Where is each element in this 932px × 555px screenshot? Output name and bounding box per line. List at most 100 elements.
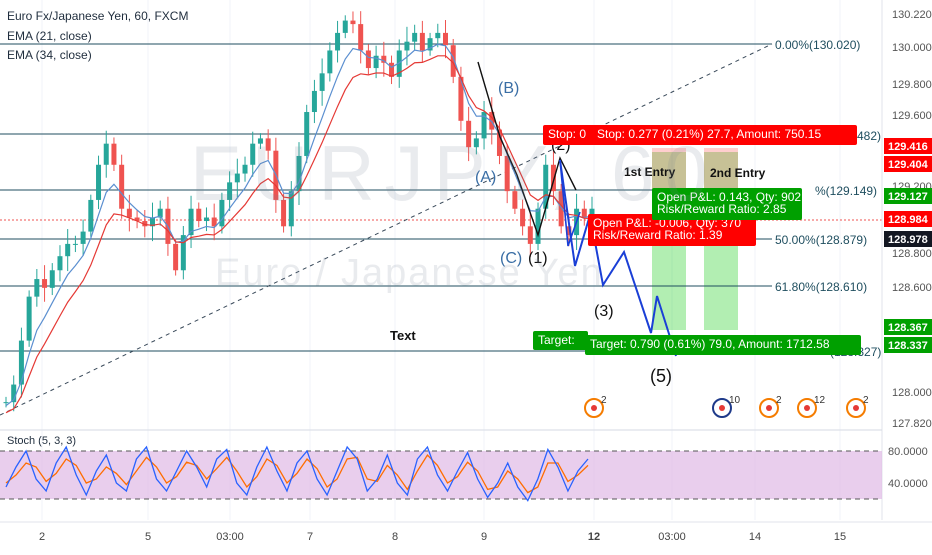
- candle-body-25[interactable]: [196, 208, 202, 222]
- candle-body-56[interactable]: [435, 32, 441, 39]
- candle-body-15[interactable]: [119, 164, 125, 209]
- candle-body-64[interactable]: [496, 129, 502, 156]
- stoch-tick-0: 80.0000: [888, 446, 928, 458]
- candle-body-7[interactable]: [57, 256, 63, 271]
- candle-body-4[interactable]: [34, 279, 40, 297]
- candle-body-67[interactable]: [520, 208, 526, 227]
- price-tag-1: [884, 156, 932, 172]
- ema21-legend[interactable]: EMA (21, close): [7, 29, 92, 43]
- event-icon-3[interactable]: 12: [797, 395, 826, 418]
- wave-label-3: (1): [528, 250, 548, 267]
- open-position-1-box[interactable]: [652, 188, 802, 220]
- candle-body-2[interactable]: [18, 340, 24, 385]
- candle-body-52[interactable]: [404, 41, 410, 51]
- target-order-box[interactable]: [585, 335, 861, 355]
- candle-body-9[interactable]: [72, 243, 78, 245]
- candle-body-63[interactable]: [489, 112, 495, 130]
- candle-body-38[interactable]: [296, 155, 302, 192]
- candle-body-65[interactable]: [504, 155, 510, 192]
- candle-body-44[interactable]: [342, 20, 348, 33]
- symbol-legend[interactable]: Euro Fx/Japanese Yen, 60, FXCM: [7, 9, 189, 23]
- elliott-wave-path: [477, 61, 577, 238]
- candle-body-50[interactable]: [389, 62, 395, 77]
- candle-body-73[interactable]: [566, 226, 572, 236]
- candle-body-46[interactable]: [358, 24, 364, 51]
- candle-body-34[interactable]: [265, 138, 271, 151]
- candle-body-24[interactable]: [188, 208, 194, 236]
- ema34-legend[interactable]: EMA (34, close): [7, 48, 92, 62]
- candle-body-6[interactable]: [49, 270, 55, 288]
- candle-body-18[interactable]: [142, 221, 148, 227]
- stop-short-box[interactable]: [543, 125, 595, 145]
- candle-body-36[interactable]: [281, 199, 287, 227]
- event-icon-1[interactable]: 10: [712, 395, 741, 418]
- candle-body-19[interactable]: [150, 217, 155, 227]
- open-position-2-box[interactable]: [588, 214, 756, 246]
- candle-body-58[interactable]: [450, 45, 456, 77]
- candle-body-16[interactable]: [126, 208, 132, 218]
- candle-body-8[interactable]: [65, 243, 71, 257]
- candle-body-76[interactable]: [589, 208, 595, 218]
- candle-body-47[interactable]: [365, 50, 371, 69]
- candle-body-70[interactable]: [543, 164, 549, 209]
- candle-body-17[interactable]: [134, 217, 140, 222]
- candle-body-42[interactable]: [327, 50, 333, 74]
- candle-body-14[interactable]: [111, 143, 117, 165]
- candle-body-72[interactable]: [558, 191, 564, 227]
- candle-body-41[interactable]: [319, 73, 325, 91]
- candle-body-20[interactable]: [157, 208, 163, 218]
- candle-body-69[interactable]: [535, 208, 541, 244]
- candle-body-27[interactable]: [211, 217, 217, 227]
- candle-body-43[interactable]: [335, 32, 341, 51]
- candle-body-33[interactable]: [257, 138, 263, 144]
- candle-body-48[interactable]: [373, 55, 379, 69]
- event-icon-2[interactable]: 2: [759, 395, 782, 418]
- event-icon-4[interactable]: 2: [846, 395, 869, 418]
- candle-body-66[interactable]: [512, 191, 518, 209]
- candle-body-22[interactable]: [173, 243, 179, 271]
- price-tag-text-0: 129.416: [888, 141, 928, 153]
- candle-body-10[interactable]: [80, 231, 86, 244]
- event-icon-count-2: 2: [776, 395, 782, 406]
- candle-body-28[interactable]: [219, 199, 225, 227]
- candle-body-54[interactable]: [419, 32, 425, 51]
- candle-body-32[interactable]: [250, 143, 256, 165]
- candle-body-23[interactable]: [180, 235, 186, 271]
- candle-body-29[interactable]: [227, 182, 233, 200]
- candle-body-68[interactable]: [527, 226, 533, 244]
- candle-body-62[interactable]: [481, 112, 487, 139]
- stop-short-text-0: Stop: 0: [548, 127, 586, 141]
- candle-body-5[interactable]: [42, 279, 48, 288]
- stoch-legend[interactable]: Stoch (5, 3, 3): [7, 435, 77, 447]
- candle-body-57[interactable]: [443, 32, 448, 46]
- candle-body-13[interactable]: [103, 143, 109, 165]
- candle-body-53[interactable]: [412, 32, 418, 42]
- target-short-box[interactable]: [533, 331, 588, 350]
- candle-body-11[interactable]: [88, 199, 94, 232]
- candle-body-40[interactable]: [311, 90, 317, 113]
- candle-body-1[interactable]: [11, 384, 17, 403]
- candle-body-12[interactable]: [96, 164, 102, 200]
- candle-body-61[interactable]: [473, 138, 479, 148]
- second-entry-stop-zone: [704, 148, 738, 193]
- candle-body-26[interactable]: [203, 217, 209, 222]
- candle-body-45[interactable]: [350, 20, 356, 25]
- candle-body-37[interactable]: [288, 191, 294, 227]
- candle-body-3[interactable]: [26, 296, 32, 341]
- candle-body-30[interactable]: [234, 173, 240, 183]
- candle-body-60[interactable]: [466, 120, 472, 148]
- candle-body-55[interactable]: [427, 38, 433, 51]
- candle-body-71[interactable]: [550, 164, 556, 192]
- stop-order-box[interactable]: [592, 125, 857, 145]
- projection-path: [559, 159, 677, 357]
- candle-body-0[interactable]: [3, 402, 9, 404]
- candle-body-49[interactable]: [381, 55, 387, 63]
- event-icon-0[interactable]: 2: [584, 395, 607, 418]
- candle-body-31[interactable]: [242, 164, 248, 174]
- candle-body-39[interactable]: [304, 112, 310, 156]
- candle-body-51[interactable]: [396, 50, 402, 77]
- candle-body-59[interactable]: [458, 76, 464, 121]
- candle-body-75[interactable]: [581, 208, 587, 218]
